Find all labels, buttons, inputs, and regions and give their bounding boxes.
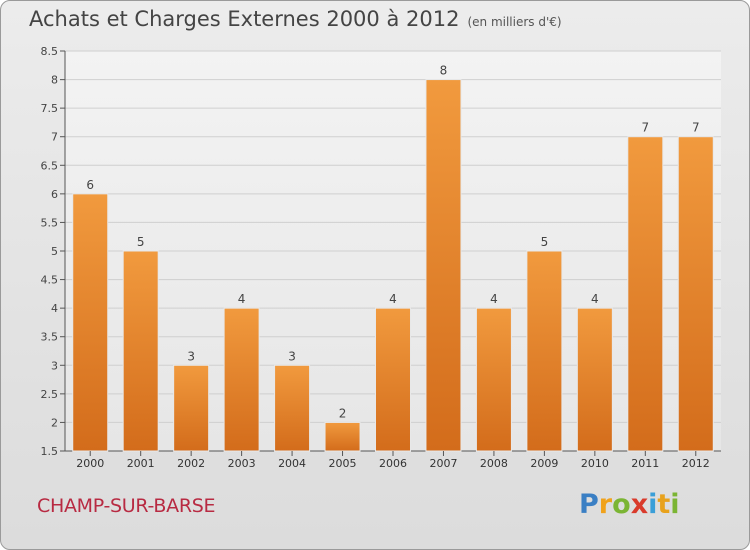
x-tick-label: 2007: [429, 457, 457, 470]
bar: [475, 307, 512, 452]
bar: [324, 421, 361, 452]
y-tick-label: 7.5: [41, 102, 59, 115]
data-label: 4: [591, 292, 599, 306]
y-tick-label: 6.5: [41, 159, 59, 172]
logo-letter: i: [648, 489, 658, 520]
bar: [223, 307, 260, 452]
logo-letter: t: [657, 489, 671, 520]
commune-name: CHAMP-SUR-BARSE: [37, 495, 216, 517]
x-tick-label: 2001: [127, 457, 155, 470]
x-tick-label: 2008: [480, 457, 508, 470]
y-tick-label: 5: [51, 245, 58, 258]
x-tick-label: 2012: [682, 457, 710, 470]
bar: [576, 307, 613, 452]
x-tick-label: 2000: [76, 457, 104, 470]
proxiti-logo: Proxiti: [579, 489, 680, 520]
y-tick-label: 8.5: [41, 45, 59, 58]
bar: [425, 79, 462, 452]
x-tick-label: 2005: [329, 457, 357, 470]
data-label: 2: [339, 406, 347, 420]
bar: [627, 136, 664, 452]
bar: [274, 364, 311, 452]
x-tick-label: 2011: [631, 457, 659, 470]
unit-note: (en milliers d'€): [467, 15, 562, 29]
chart-title: Achats et Charges Externes 2000 à 2012 (e…: [29, 7, 562, 31]
y-tick-label: 2.5: [41, 388, 59, 401]
data-label: 4: [238, 292, 246, 306]
y-tick-label: 3.5: [41, 331, 59, 344]
logo-letter: P: [579, 489, 599, 520]
y-tick-label: 8: [51, 74, 58, 87]
data-label: 5: [137, 235, 145, 249]
bar: [375, 307, 411, 452]
data-label: 3: [288, 349, 296, 363]
y-tick-label: 2: [51, 416, 58, 429]
x-tick-label: 2004: [278, 457, 306, 470]
data-label: 5: [541, 235, 549, 249]
data-label: 8: [440, 64, 448, 78]
y-tick-label: 6: [51, 188, 58, 201]
y-tick-label: 3: [51, 359, 58, 372]
data-label: 7: [641, 121, 649, 135]
bar: [677, 136, 714, 452]
chart-title-text: Achats et Charges Externes 2000 à 2012: [29, 7, 460, 31]
y-tick-label: 4: [51, 302, 58, 315]
data-label: 4: [490, 292, 498, 306]
logo-letter: r: [598, 489, 613, 520]
logo-letter: i: [670, 489, 680, 520]
data-label: 4: [389, 292, 397, 306]
data-label: 3: [187, 349, 195, 363]
bar: [72, 193, 109, 452]
x-tick-label: 2002: [177, 457, 205, 470]
logo-letter: x: [630, 489, 649, 520]
y-tick-label: 7: [51, 131, 58, 144]
logo-letter: o: [612, 489, 631, 520]
x-tick-label: 2003: [228, 457, 256, 470]
bar: [526, 250, 563, 452]
y-tick-label: 5.5: [41, 216, 59, 229]
y-tick-label: 4.5: [41, 274, 59, 287]
bar: [122, 250, 159, 452]
data-label: 7: [692, 121, 700, 135]
data-label: 6: [86, 178, 94, 192]
y-tick-label: 1.5: [41, 445, 59, 458]
bar: [173, 364, 210, 452]
x-tick-label: 2010: [581, 457, 609, 470]
x-tick-label: 2006: [379, 457, 407, 470]
x-tick-label: 2009: [530, 457, 558, 470]
